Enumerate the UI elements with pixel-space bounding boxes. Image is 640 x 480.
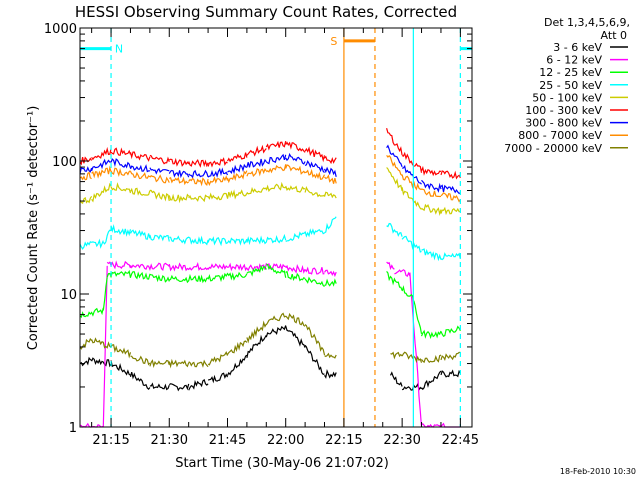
series-line-2 [79, 263, 461, 340]
legend-header-line2: Att 0 [601, 29, 627, 42]
x-axis-ticks: 21:15 21:30 21:45 22:00 22:15 22:30 22:45 [91, 28, 479, 448]
series-line-3 [79, 216, 461, 262]
series-line-8 [79, 312, 461, 369]
y-tick-label: 1000 [44, 22, 77, 37]
series-line-0 [79, 325, 461, 392]
x-tick-label: 21:30 [151, 433, 188, 448]
annotation-label-1: S [330, 35, 337, 48]
y-tick-label: 100 [52, 155, 77, 170]
series-line-4 [79, 167, 461, 217]
chart-title: HESSI Observing Summary Count Rates, Cor… [75, 3, 457, 21]
legend-label-1: 6 - 12 keV [546, 54, 602, 67]
y-tick-label: 10 [60, 288, 77, 303]
series-line-6 [79, 144, 461, 195]
x-tick-label: 22:15 [325, 433, 362, 448]
series-line-7 [79, 154, 461, 203]
plot-frame [79, 27, 473, 428]
x-tick-label: 22:30 [383, 433, 420, 448]
legend-label-6: 300 - 800 keV [525, 117, 602, 130]
legend-label-2: 12 - 25 keV [539, 66, 602, 79]
x-tick-label: 21:45 [209, 433, 246, 448]
plot-area: NS [79, 27, 473, 428]
x-tick-label: 21:15 [92, 433, 129, 448]
x-axis-label: Start Time (30-May-06 21:07:02) [175, 456, 389, 471]
legend-header-line1: Det 1,3,4,5,6,9, [544, 16, 630, 29]
y-tick-label: 1 [69, 421, 77, 436]
y-axis-ticks: 1 10 100 1000 [44, 22, 472, 436]
x-tick-label: 22:45 [442, 433, 479, 448]
legend-label-4: 50 - 100 keV [532, 91, 602, 104]
timestamp: 18-Feb-2010 10:30 [560, 467, 636, 476]
y-axis-label: Corrected Count Rate (s⁻¹ detector⁻¹) [26, 106, 41, 351]
legend-label-8: 7000 - 20000 keV [504, 142, 602, 155]
annotation-label-0: N [115, 43, 123, 56]
legend-label-5: 100 - 300 keV [525, 104, 602, 117]
x-tick-label: 22:00 [267, 433, 304, 448]
series-line-5 [79, 128, 461, 180]
legend-label-7: 800 - 7000 keV [518, 129, 602, 142]
legend-label-3: 25 - 50 keV [539, 79, 602, 92]
legend-label-0: 3 - 6 keV [553, 41, 602, 54]
